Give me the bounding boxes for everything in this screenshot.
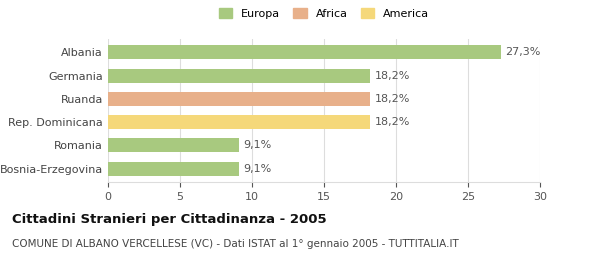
Text: 27,3%: 27,3%: [505, 48, 541, 57]
Bar: [108, 161, 239, 176]
Text: 18,2%: 18,2%: [374, 71, 410, 81]
Text: 9,1%: 9,1%: [244, 140, 272, 150]
Text: COMUNE DI ALBANO VERCELLESE (VC) - Dati ISTAT al 1° gennaio 2005 - TUTTITALIA.IT: COMUNE DI ALBANO VERCELLESE (VC) - Dati …: [12, 239, 459, 249]
Text: 18,2%: 18,2%: [374, 117, 410, 127]
Bar: [108, 138, 239, 152]
Bar: [108, 69, 370, 83]
Text: 18,2%: 18,2%: [374, 94, 410, 104]
Legend: Europa, Africa, America: Europa, Africa, America: [215, 5, 433, 22]
Text: Cittadini Stranieri per Cittadinanza - 2005: Cittadini Stranieri per Cittadinanza - 2…: [12, 213, 326, 226]
Text: 9,1%: 9,1%: [244, 164, 272, 173]
Bar: [108, 92, 370, 106]
Bar: [108, 115, 370, 129]
Bar: [108, 46, 501, 60]
